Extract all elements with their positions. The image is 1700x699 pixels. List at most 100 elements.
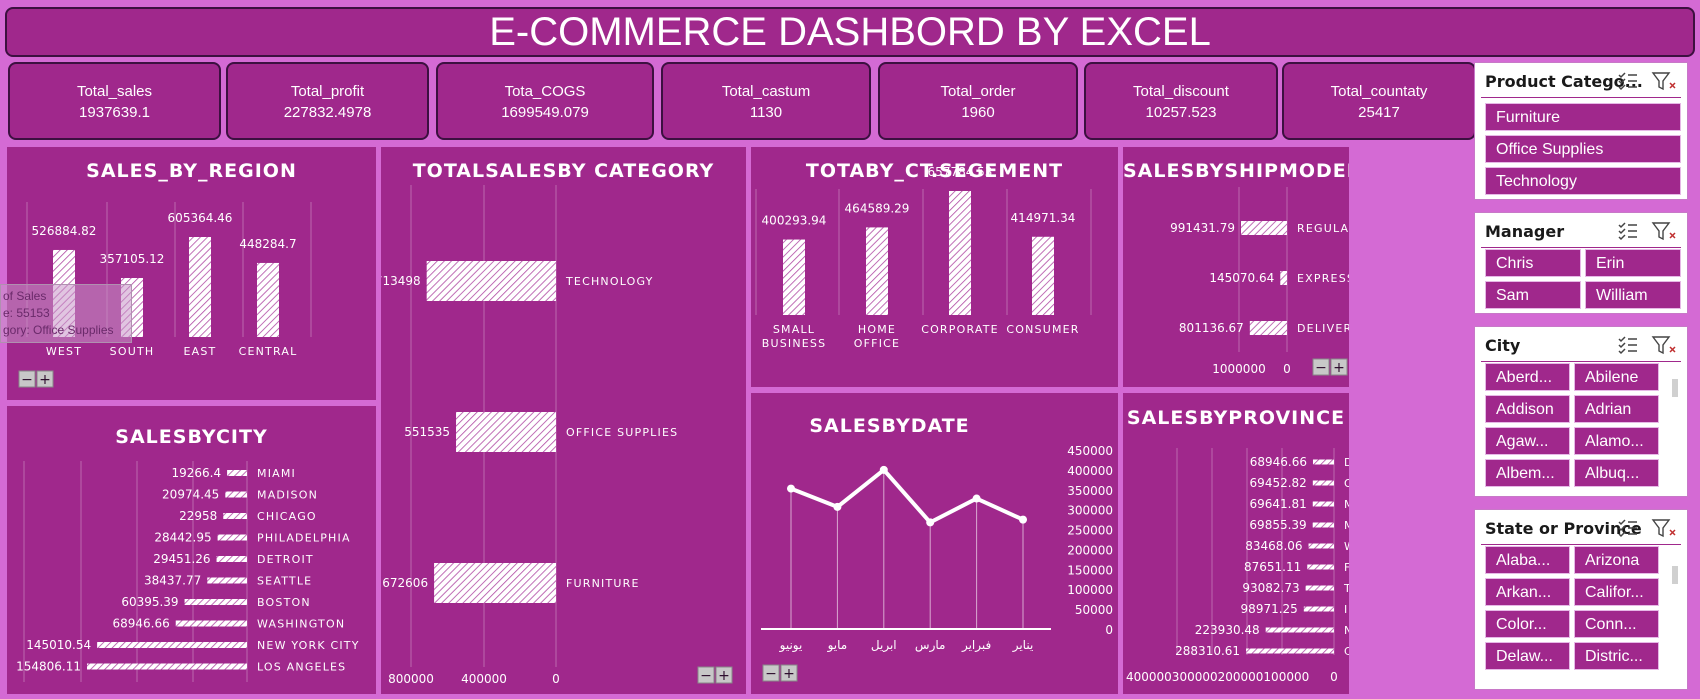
- data-label: 464589.29: [845, 201, 910, 215]
- slicer-item[interactable]: Adrian: [1574, 395, 1659, 423]
- slicer-item[interactable]: Distric...: [1574, 642, 1659, 670]
- slicer-item[interactable]: Albem...: [1485, 459, 1570, 487]
- slicer-item[interactable]: William: [1585, 281, 1681, 309]
- data-label: 145010.54: [26, 638, 91, 652]
- collapse-button[interactable]: −: [697, 666, 715, 684]
- kpi-label: Total_discount: [1133, 83, 1229, 100]
- slicer-manager: Manager Chris Erin Sam William: [1474, 212, 1688, 314]
- expand-button[interactable]: +: [36, 370, 54, 388]
- scrollbar-thumb[interactable]: [1672, 379, 1678, 397]
- tooltip-line: gory: Office Supplies: [3, 323, 114, 337]
- axis-tick: 400000: [461, 672, 507, 686]
- data-label: 93082.73: [1242, 581, 1299, 595]
- kpi-total-order: Total_order 1960: [878, 62, 1078, 140]
- data-label: 414971.34: [1011, 211, 1076, 225]
- slicer-product-category: Product Catego... Furniture Office Suppl…: [1474, 62, 1688, 200]
- kpi-label: Total_countaty: [1330, 83, 1428, 100]
- expand-button[interactable]: +: [715, 666, 733, 684]
- category-label: OFFICE SUPPLIES: [566, 426, 678, 439]
- plus-icon: +: [1333, 360, 1345, 376]
- tooltip-line: e: 55153: [3, 306, 50, 320]
- bar: [1312, 522, 1334, 528]
- category-label: CALIFORNIA: [1344, 645, 1349, 658]
- expand-button[interactable]: +: [1330, 358, 1348, 376]
- chart-sales-by-date: SALESBYDATE 450000 400000 350000 300000 2500…: [751, 393, 1118, 694]
- multi-select-icon[interactable]: [1618, 72, 1637, 91]
- slicer-item[interactable]: Agaw...: [1485, 427, 1570, 455]
- category-label: WEST: [46, 345, 82, 358]
- slicer-item[interactable]: Erin: [1585, 249, 1681, 277]
- slicer-item[interactable]: Alaba...: [1485, 546, 1570, 574]
- y-tick: 300000: [1067, 504, 1113, 518]
- data-label: 713498: [381, 274, 421, 288]
- collapse-button[interactable]: −: [1312, 358, 1330, 376]
- bar: [1246, 648, 1334, 654]
- category-label: TEXAS: [1343, 582, 1349, 595]
- bar: [1032, 236, 1054, 315]
- kpi-label: Total_castum: [721, 83, 811, 100]
- slicer-item[interactable]: Aberd...: [1485, 363, 1570, 391]
- bar: [456, 412, 556, 452]
- data-label: 60395.39: [121, 595, 178, 609]
- category-label: MADISON: [257, 489, 318, 502]
- multi-select-icon[interactable]: [1618, 336, 1637, 355]
- category-label: DELIVERY TRUCK: [1297, 322, 1349, 335]
- multi-select-icon[interactable]: [1618, 222, 1637, 241]
- data-label: 68946.66: [112, 617, 169, 631]
- bar: [216, 556, 247, 562]
- slicer-item[interactable]: Sam: [1485, 281, 1581, 309]
- slicer-item[interactable]: Alamo...: [1574, 427, 1659, 455]
- slicer-item[interactable]: Conn...: [1574, 610, 1659, 638]
- data-label: 223930.48: [1195, 623, 1260, 637]
- slicer-item[interactable]: Arizona: [1574, 546, 1659, 574]
- category-label: BOSTON: [257, 596, 311, 609]
- series-line: [790, 467, 1024, 525]
- data-label: 801136.67: [1179, 321, 1244, 335]
- slicer-item[interactable]: Office Supplies: [1485, 135, 1681, 163]
- clear-filter-icon[interactable]: [1651, 519, 1676, 538]
- collapse-button[interactable]: −: [762, 664, 780, 682]
- chart-sales-by-city: SALESBYCITY 19266.4 MIAMI 20974.45 MADISON 2…: [7, 406, 376, 694]
- slicer-item[interactable]: Addison: [1485, 395, 1570, 423]
- category-label: FURNITURE: [566, 577, 640, 590]
- slicer-item[interactable]: Califor...: [1574, 578, 1659, 606]
- plus-icon: +: [39, 372, 51, 388]
- slicer-item[interactable]: Arkan...: [1485, 578, 1570, 606]
- axis-tick: 0: [1330, 670, 1338, 684]
- chart-title: SALESBYSHIPMODEL: [1123, 160, 1349, 182]
- slicer-item[interactable]: Abilene: [1574, 363, 1659, 391]
- slicer-item[interactable]: Technology: [1485, 167, 1681, 195]
- slicer-item[interactable]: Chris: [1485, 249, 1581, 277]
- kpi-value: 10257.523: [1145, 104, 1217, 121]
- scrollbar-thumb[interactable]: [1672, 566, 1678, 584]
- slicer-item[interactable]: Albuq...: [1574, 459, 1659, 487]
- bar: [434, 563, 556, 603]
- bar: [97, 642, 247, 648]
- sales-by-province-plot: 68946.66 DISTRICT OF... 69452.82 OHIO 69641.…: [1126, 448, 1349, 684]
- bar: [866, 227, 888, 315]
- axis-tick: 1000000: [1212, 362, 1265, 376]
- slicer-item[interactable]: Furniture: [1485, 103, 1681, 131]
- multi-select-icon[interactable]: [1618, 519, 1637, 538]
- clear-filter-icon[interactable]: [1651, 222, 1676, 241]
- data-label: 448284.7: [239, 237, 296, 251]
- bar: [227, 470, 247, 476]
- clear-filter-icon[interactable]: [1651, 72, 1676, 91]
- kpi-value: 1937639.1: [79, 104, 150, 121]
- data-label: 526884.82: [32, 224, 97, 238]
- slicer-item[interactable]: Color...: [1485, 610, 1570, 638]
- bar: [1265, 627, 1334, 633]
- axis-tick: 0: [552, 672, 560, 686]
- category-label: SEATTLE: [257, 575, 312, 588]
- collapse-button[interactable]: −: [18, 370, 36, 388]
- expand-button[interactable]: +: [780, 664, 798, 682]
- category-label: HOME: [858, 323, 896, 336]
- data-label: 145070.64: [1209, 271, 1274, 285]
- clear-filter-icon[interactable]: [1651, 336, 1676, 355]
- y-tick: 0: [1105, 623, 1113, 637]
- slicer-item[interactable]: Delaw...: [1485, 642, 1570, 670]
- category-label: ILLINOIS: [1344, 603, 1349, 616]
- category-label: يناير: [1012, 638, 1034, 653]
- y-tick: 50000: [1075, 603, 1113, 617]
